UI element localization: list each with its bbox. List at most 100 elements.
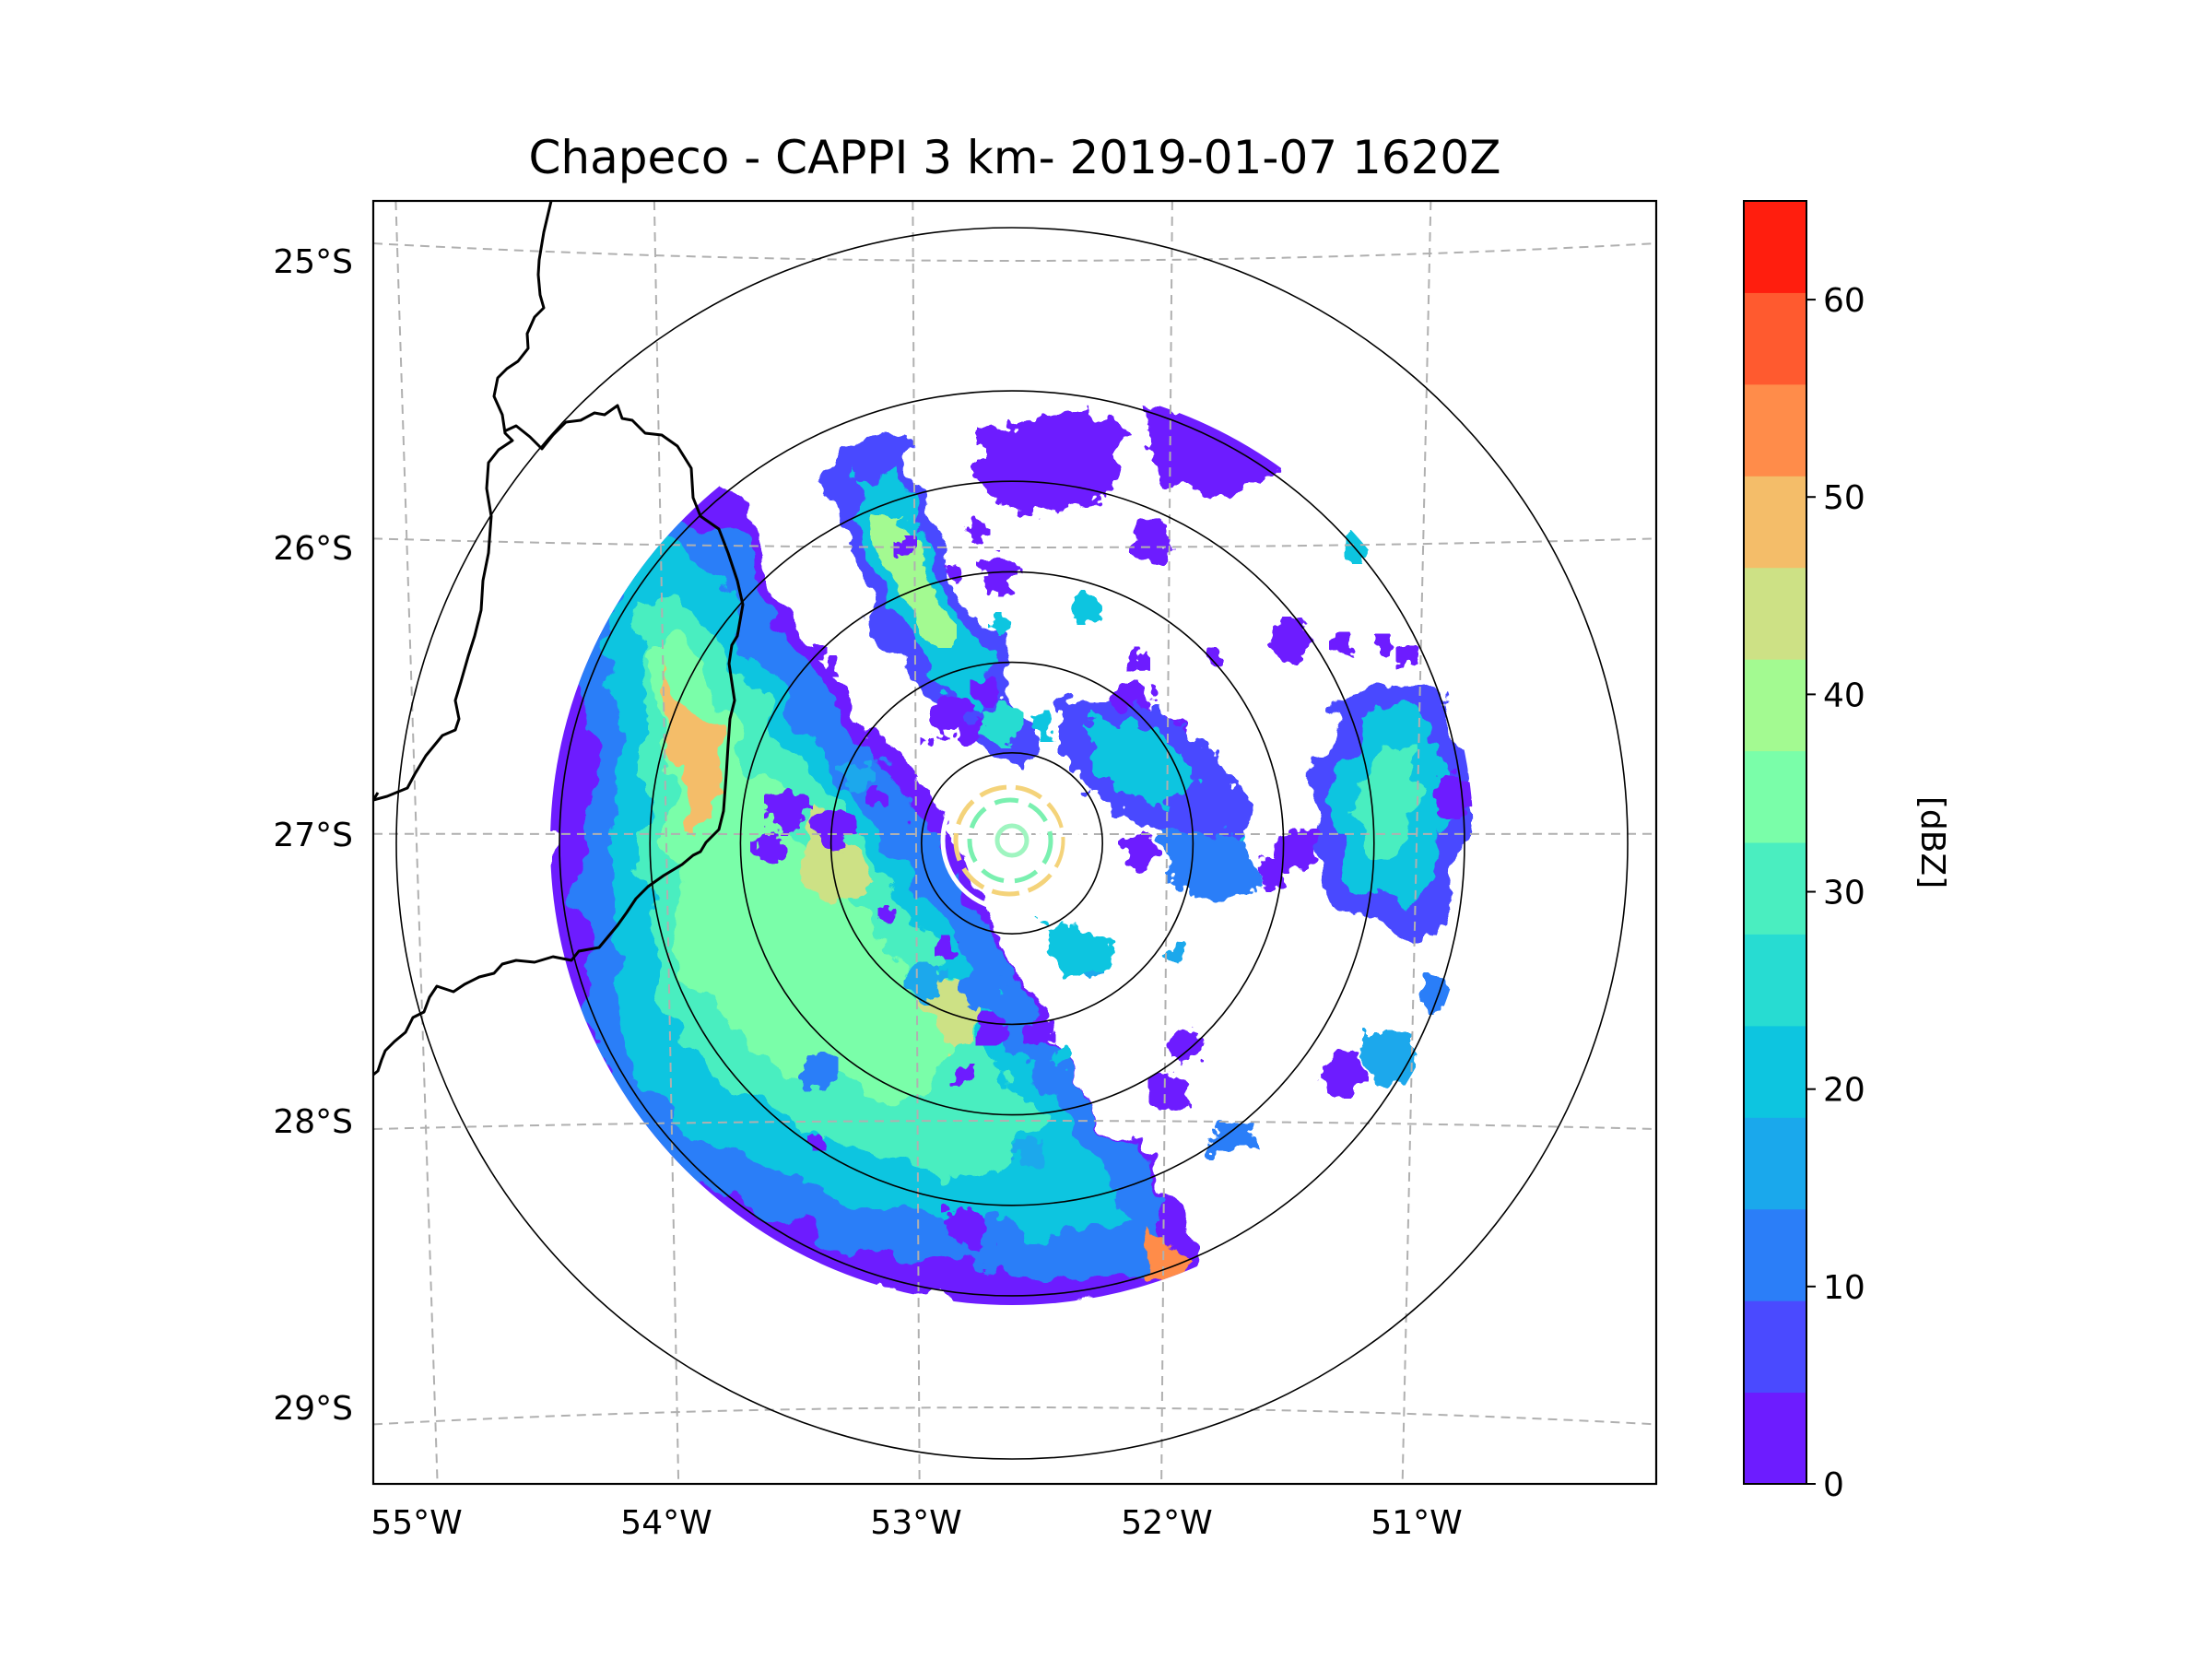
colorbar-segment [1744, 934, 1806, 1027]
echo-speckle [973, 676, 1003, 705]
echo-speckle [1321, 1052, 1364, 1095]
plot-area [373, 201, 1656, 1484]
grid-lat-line [373, 242, 1656, 262]
range-rings [395, 227, 1629, 1460]
echo-speckle [962, 968, 1006, 1012]
echo-speckle [907, 965, 945, 1002]
echo-speckle [930, 693, 971, 735]
echo-contour [664, 664, 728, 830]
colorbar-segment [1744, 383, 1806, 477]
echo-speckle [1169, 1029, 1205, 1065]
colorbar-segment [1744, 842, 1806, 935]
echo-contour [1355, 1032, 1419, 1088]
range-ring [739, 571, 1285, 1116]
y-tick-label: 27°S [273, 817, 353, 854]
chart-title: Chapeco - CAPPI 3 km- 2019-01-07 1620Z [529, 131, 1501, 184]
range-ring [649, 480, 1375, 1206]
x-tick-label: 52°W [1121, 1504, 1212, 1542]
x-tick-label: 55°W [371, 1504, 462, 1542]
grid-lon-line [394, 201, 439, 1484]
echo-speckle [1331, 634, 1354, 657]
echo-speckle [978, 1201, 993, 1215]
echo-speckle [1398, 646, 1420, 668]
grid-lon-line [912, 201, 921, 1484]
echo-speckle [1418, 976, 1454, 1011]
x-tick-labels: 55°W 54°W 53°W 52°W 51°W [371, 1504, 1462, 1542]
y-tick-labels: 25°S 26°S 27°S 28°S 29°S [273, 243, 353, 1428]
echo-speckle [879, 907, 895, 923]
colorbar-ticks: 0 10 20 30 40 50 60 [1806, 282, 1865, 1504]
echo-contour [1161, 830, 1263, 903]
colorbar-segment [1744, 567, 1806, 660]
echo-speckle [1030, 712, 1056, 739]
grid-lon-line [1401, 201, 1432, 1484]
colorbar-segment [1744, 1025, 1806, 1118]
border-state-east [373, 404, 745, 1077]
echo-speckle [1152, 1073, 1194, 1114]
colorbar-segment [1744, 292, 1806, 385]
echo-speckle [1163, 942, 1187, 967]
colorbar-segment [1744, 1208, 1806, 1301]
echo-speckle [1012, 1135, 1045, 1169]
range-ring [921, 752, 1103, 935]
echo-speckle [809, 1132, 826, 1149]
y-tick-label: 25°S [273, 243, 353, 281]
echo-speckle [946, 565, 963, 582]
grid-lat-line [373, 537, 1656, 548]
colorbar-label: [dBZ] [1913, 796, 1951, 888]
echo-speckle [811, 808, 853, 851]
colorbar-segment [1744, 750, 1806, 843]
colorbar-tick-label: 30 [1823, 875, 1865, 912]
echo-speckle [936, 936, 958, 958]
echo-speckle [825, 657, 844, 676]
echo-contour [876, 516, 949, 636]
echo-speckle [980, 554, 1019, 593]
echo-speckle [1269, 620, 1310, 662]
echo-speckle [1373, 636, 1397, 660]
near-radar-clutter [940, 769, 1084, 912]
colorbar-segment [1744, 201, 1806, 293]
echo-speckle [768, 791, 809, 832]
grid-lon-line [653, 201, 680, 1484]
echo-contour [1088, 719, 1198, 811]
colorbar-tick-label: 60 [1823, 282, 1865, 320]
colorbar-tick-label: 0 [1823, 1466, 1844, 1504]
echo-speckle [1205, 647, 1227, 669]
echo-speckle [839, 757, 873, 791]
echo-speckle [990, 614, 1010, 634]
echo-speckle [947, 1207, 993, 1252]
echo-speckle [1073, 593, 1102, 622]
grid-lat-line [373, 1406, 1656, 1426]
echo-speckle [942, 1199, 957, 1213]
colorbar-segment [1744, 1117, 1806, 1210]
echo-contour [1207, 1120, 1263, 1157]
colorbar-tick-label: 20 [1823, 1072, 1865, 1110]
echo-speckle [895, 537, 915, 557]
echo-speckle [963, 518, 988, 543]
range-ring [830, 661, 1194, 1026]
grid-lat-line [373, 1120, 1656, 1131]
echo-speckle [871, 792, 888, 807]
echo-contour [977, 406, 1124, 516]
colorbar-segment [1744, 659, 1806, 752]
colorbar-tick-label: 40 [1823, 677, 1865, 714]
echo-speckle [1122, 834, 1159, 871]
colorbar-segments [1744, 201, 1806, 1485]
echo-speckle [1277, 829, 1318, 870]
x-tick-label: 53°W [870, 1504, 961, 1542]
colorbar-segment [1744, 476, 1806, 569]
echo-speckle [1130, 522, 1171, 563]
range-ring [395, 227, 1629, 1460]
echo-speckle [921, 735, 933, 747]
echo-speckle [1127, 649, 1148, 670]
range-ring [559, 390, 1465, 1297]
echo-contour [1041, 922, 1115, 977]
echo-speckle [980, 704, 1020, 745]
colorbar: 0 10 20 30 40 50 60 [dBZ] [1743, 200, 1951, 1504]
echo-speckle [753, 830, 785, 861]
echo-speckle [811, 644, 826, 659]
echo-speckle [1052, 1042, 1077, 1068]
echo-speckle [959, 719, 985, 745]
y-tick-label: 29°S [273, 1390, 353, 1428]
